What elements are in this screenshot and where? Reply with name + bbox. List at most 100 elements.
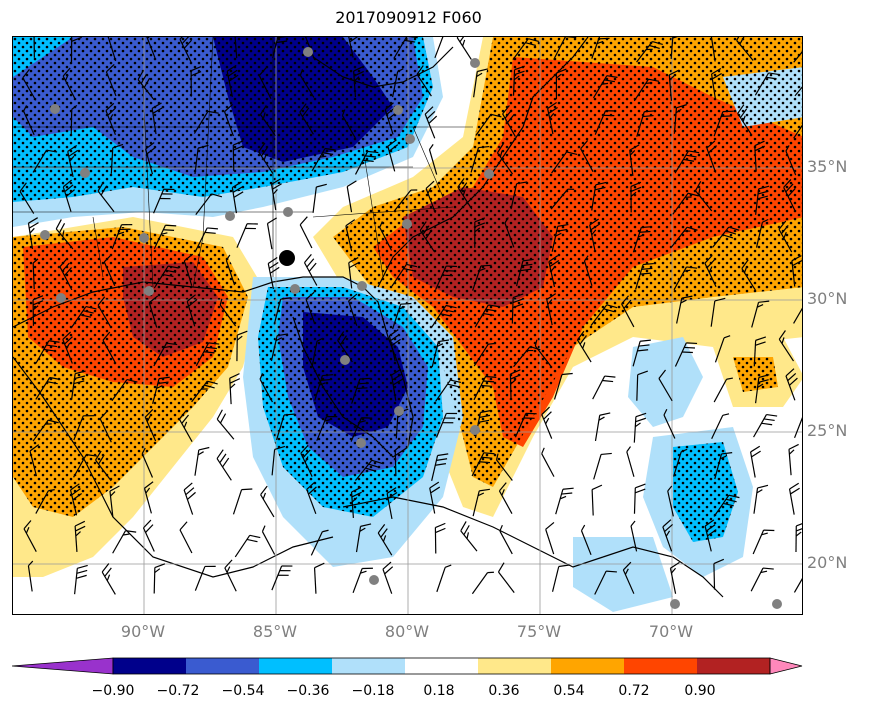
wind-barb [229, 373, 241, 405]
wind-barb [555, 487, 574, 515]
wind-barb [547, 102, 558, 135]
wind-barb [145, 142, 156, 175]
wind-barb [27, 560, 34, 592]
wind-barb [341, 109, 356, 139]
wind-barb [275, 413, 295, 441]
wind-barb [473, 342, 495, 367]
lat-label-20: 20°N [807, 553, 848, 572]
wind-barb [355, 523, 372, 553]
colorbar-segment [624, 658, 698, 674]
wind-barb [74, 520, 86, 552]
colorbar-extend-max [769, 657, 803, 675]
colorbar-tick: −0.90 [91, 683, 135, 699]
wind-barb [377, 523, 393, 556]
wind-barb [630, 181, 642, 213]
wind-barb [594, 412, 611, 442]
wind-barb [676, 295, 693, 324]
wind-barb [589, 218, 601, 251]
wind-barb [667, 485, 674, 517]
wind-barb [419, 221, 436, 253]
wind-barb [137, 69, 155, 101]
wind-barb [472, 264, 492, 291]
wind-barb [475, 113, 502, 136]
wind-barb [424, 106, 438, 139]
wind-barb [352, 567, 373, 594]
chart-title: 2017090912 F060 [335, 8, 482, 27]
wind-barb [314, 374, 334, 401]
colorbar-segment [113, 658, 187, 674]
wind-barb [102, 331, 117, 364]
wind-barb [313, 562, 325, 594]
wind-barb [32, 149, 58, 173]
wind-barb [179, 521, 193, 554]
wind-barb [62, 179, 75, 212]
wind-barb [23, 520, 37, 552]
wind-barb [633, 483, 646, 514]
wind-barb [710, 68, 722, 100]
wind-barb [457, 178, 473, 210]
wind-barb [674, 342, 698, 367]
wind-barb [69, 483, 83, 516]
wind-barb [271, 565, 293, 591]
station-marker [394, 406, 404, 416]
graticule [13, 37, 802, 614]
wind-barb [550, 188, 575, 210]
wind-barb [70, 37, 82, 63]
wind-barb [630, 520, 638, 552]
wind-barb [386, 487, 398, 520]
wind-barb [632, 226, 653, 253]
wind-barb [29, 444, 40, 477]
wind-barb [392, 68, 404, 98]
wind-barb [502, 105, 516, 137]
station-marker [484, 169, 494, 179]
wind-barb [153, 224, 177, 250]
wind-barb [591, 484, 603, 516]
lat-label-30: 30°N [807, 289, 848, 308]
colorbar-tick: −0.18 [351, 683, 395, 699]
wind-barb [110, 143, 124, 174]
wind-barb [55, 219, 74, 250]
wind-barb [546, 293, 557, 326]
wind-barb [195, 342, 220, 367]
wind-barb [694, 181, 713, 212]
lat-label-35: 35°N [807, 157, 848, 176]
coastlines [13, 37, 724, 598]
wind-barb [143, 481, 154, 514]
wind-barb [270, 178, 282, 211]
wind-barb [431, 453, 449, 481]
wind-barb [794, 75, 802, 97]
wind-barb [471, 571, 494, 595]
wind-barb [35, 376, 61, 400]
colorbar-segment [186, 658, 260, 674]
wind-barb [394, 445, 401, 477]
wind-barb [714, 452, 733, 480]
cuba-coast [342, 496, 604, 568]
wind-barb [224, 559, 237, 592]
wind-barb [474, 304, 500, 328]
wind-barb [497, 562, 515, 594]
station-marker [225, 211, 235, 221]
wind-barb [304, 37, 315, 60]
wind-barb [553, 37, 577, 60]
wind-barb [793, 41, 802, 63]
wind-barb [312, 183, 327, 213]
wind-barb [621, 295, 635, 328]
colorbar-tick: 0.54 [553, 683, 585, 699]
wind-barb [669, 561, 680, 594]
wind-barb [353, 65, 364, 98]
wind-barb [794, 413, 802, 439]
wind-barb [153, 342, 178, 367]
wind-barb [105, 102, 117, 136]
wind-barb [541, 406, 553, 439]
wind-barb [785, 145, 797, 176]
lon-label-80: 80°W [384, 622, 430, 641]
wind-barb [179, 37, 193, 63]
wind-barb [107, 37, 117, 62]
colorbar-tick: 0.36 [488, 683, 520, 699]
wind-barb [70, 104, 78, 136]
wind-barb [388, 329, 401, 362]
wind-barb [509, 369, 521, 401]
wind-barb [190, 66, 202, 97]
wind-barb [471, 452, 495, 477]
wind-barb [632, 339, 651, 367]
